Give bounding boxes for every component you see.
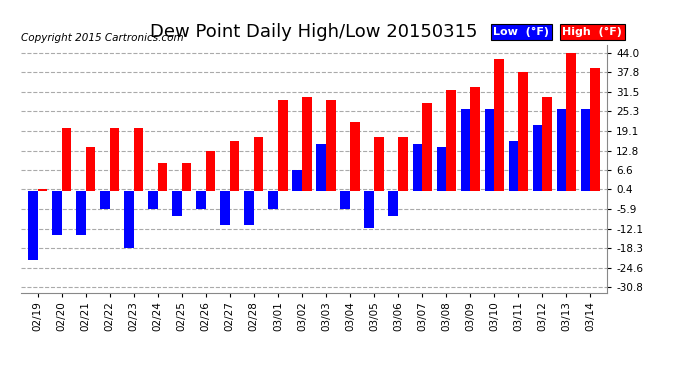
Bar	[268, 190, 278, 209]
Bar	[388, 190, 398, 216]
Bar	[302, 97, 312, 190]
Bar	[470, 87, 480, 190]
Bar	[398, 137, 408, 190]
Bar	[509, 141, 518, 190]
Bar	[350, 122, 359, 190]
Bar	[37, 189, 47, 190]
Bar	[566, 53, 576, 190]
Bar	[206, 151, 215, 190]
Bar	[437, 147, 446, 190]
Bar	[316, 144, 326, 190]
Text: Low  (°F): Low (°F)	[493, 27, 549, 37]
Bar	[591, 69, 600, 190]
Bar	[196, 190, 206, 209]
Text: High  (°F): High (°F)	[562, 27, 622, 37]
Bar	[518, 72, 528, 190]
Bar	[364, 190, 374, 228]
Bar	[100, 190, 110, 209]
Bar	[86, 147, 95, 190]
Bar	[172, 190, 181, 216]
Bar	[28, 190, 37, 260]
Bar	[293, 170, 302, 190]
Bar	[158, 163, 168, 190]
Bar	[278, 100, 288, 190]
Bar	[244, 190, 254, 225]
Bar	[134, 128, 144, 190]
Bar	[124, 190, 134, 248]
Bar	[61, 128, 71, 190]
Bar	[340, 190, 350, 209]
Bar	[494, 59, 504, 190]
Bar	[557, 109, 566, 190]
Bar	[581, 109, 591, 190]
Bar	[148, 190, 158, 209]
Bar	[110, 128, 119, 190]
Bar	[484, 109, 494, 190]
Bar	[461, 109, 470, 190]
Bar	[181, 163, 191, 190]
Bar	[254, 137, 264, 190]
Bar	[413, 144, 422, 190]
Bar	[374, 137, 384, 190]
Bar	[230, 141, 239, 190]
Bar	[422, 103, 432, 190]
Bar	[52, 190, 61, 234]
Title: Dew Point Daily High/Low 20150315: Dew Point Daily High/Low 20150315	[150, 22, 477, 40]
Bar	[446, 90, 456, 190]
Text: Copyright 2015 Cartronics.com: Copyright 2015 Cartronics.com	[21, 33, 184, 42]
Bar	[220, 190, 230, 225]
Bar	[533, 125, 542, 190]
Bar	[326, 100, 335, 190]
Bar	[542, 97, 552, 190]
Bar	[76, 190, 86, 234]
